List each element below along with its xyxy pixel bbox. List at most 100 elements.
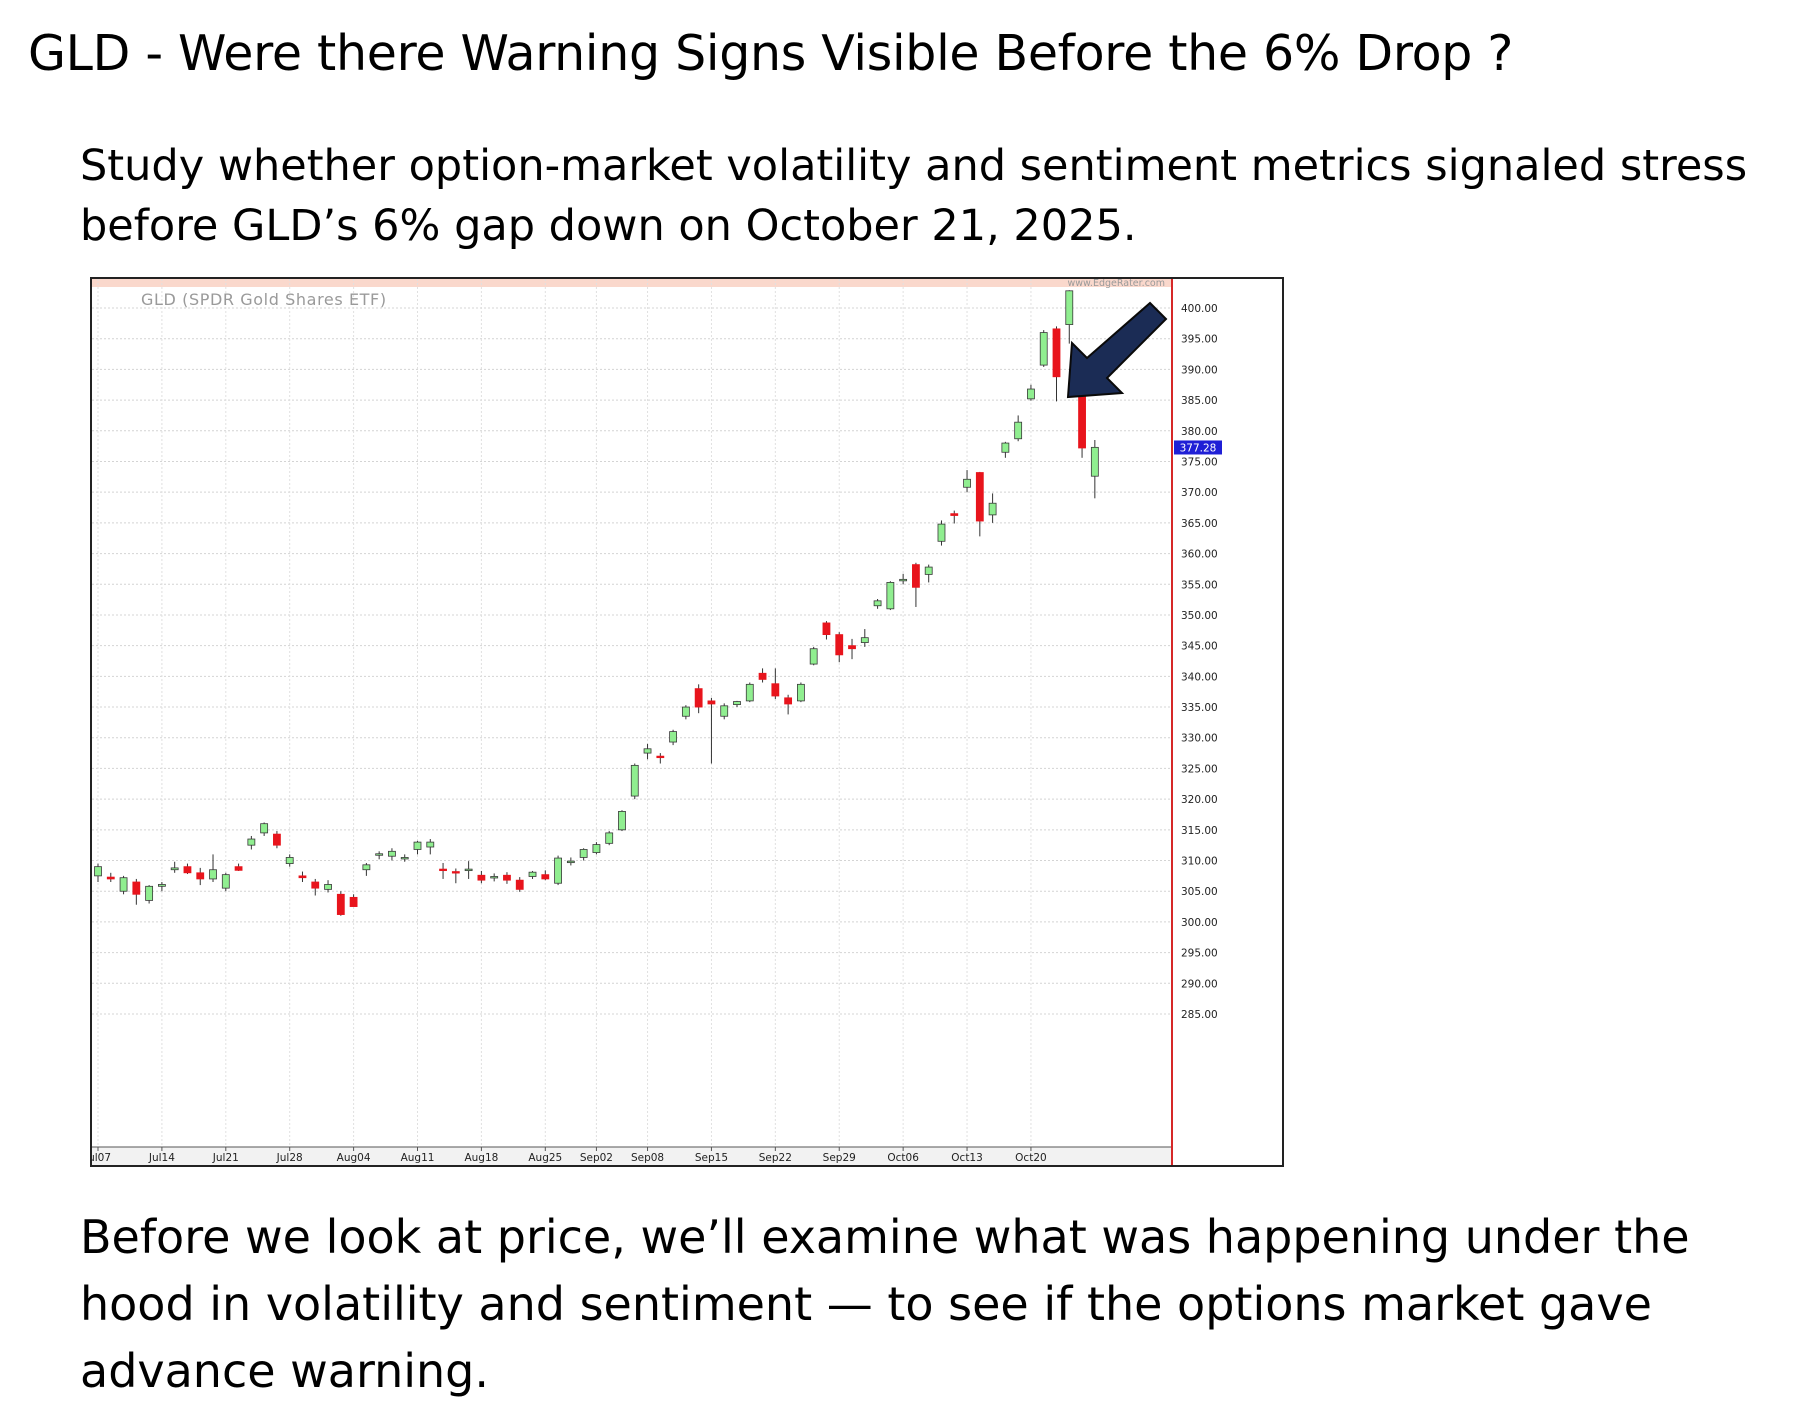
- chart-top-band: [92, 279, 1172, 287]
- candle-body: [809, 648, 818, 665]
- y-tick-label: 395.00: [1181, 334, 1218, 346]
- candle-up: [528, 870, 537, 879]
- x-tick-label: Sep29: [823, 1152, 856, 1164]
- candle-up: [643, 743, 652, 760]
- candle-up: [158, 882, 166, 892]
- candle-body: [924, 566, 933, 575]
- candle-down: [451, 868, 460, 884]
- candle-body: [988, 502, 997, 516]
- candle-body: [822, 622, 831, 636]
- y-tick-label: 360.00: [1181, 549, 1218, 561]
- candle-up: [630, 763, 639, 800]
- y-tick-label: 390.00: [1181, 364, 1218, 376]
- candle-down: [975, 471, 984, 537]
- candle-up: [247, 835, 256, 850]
- candle-body: [1027, 388, 1035, 400]
- y-tick-label: 295.00: [1181, 948, 1218, 960]
- candle-body: [94, 866, 102, 877]
- candle-up: [94, 863, 102, 883]
- candle-up: [426, 839, 435, 855]
- candle-body: [388, 850, 396, 857]
- candle-body: [886, 582, 895, 610]
- candle-up: [375, 851, 384, 860]
- candle-body: [439, 868, 447, 872]
- candle-body: [1001, 442, 1010, 453]
- candle-body: [745, 683, 754, 702]
- y-tick-label: 300.00: [1181, 917, 1218, 929]
- candle-down: [835, 632, 844, 663]
- candle-down: [132, 878, 141, 905]
- x-tick-label: Aug11: [401, 1152, 435, 1164]
- price-chart: 400.00 395.00 390.00 385.00 380.00 375.00 370.…: [90, 277, 1284, 1167]
- candle-body: [630, 764, 639, 797]
- y-tick-label: 325.00: [1181, 763, 1218, 775]
- candle-down: [784, 694, 793, 715]
- candle-body: [899, 578, 908, 582]
- candle-down: [848, 638, 856, 660]
- drop-arrow: [1066, 301, 1168, 399]
- candle-body: [298, 875, 307, 879]
- x-tick-label: Oct13: [951, 1152, 983, 1164]
- candle-down: [656, 753, 665, 764]
- candle-body: [1090, 446, 1099, 477]
- candle-up: [324, 880, 332, 893]
- candle-body: [733, 701, 741, 705]
- candle-body: [285, 857, 294, 864]
- watermark: www.EdgeRater.com: [1068, 279, 1166, 289]
- candle-up: [886, 581, 895, 611]
- candle-down: [694, 684, 703, 714]
- candle-body: [1052, 328, 1061, 378]
- candle-body: [784, 697, 793, 705]
- candle-body: [541, 874, 550, 880]
- x-tick-label: Sep22: [759, 1152, 792, 1164]
- y-tick-label: 365.00: [1181, 518, 1218, 530]
- candle-up: [720, 703, 729, 720]
- candle-body: [490, 876, 499, 879]
- last-price-marker: 377.28: [1174, 440, 1222, 455]
- last-price-label: 377.28: [1180, 442, 1217, 454]
- candle-up: [1027, 384, 1035, 401]
- candle-body: [873, 600, 882, 607]
- candle-body: [707, 700, 716, 705]
- candle-up: [490, 873, 499, 882]
- candle-body: [694, 688, 703, 708]
- x-tick-label: Sep02: [580, 1152, 613, 1164]
- chart-title: GLD (SPDR Gold Shares ETF): [141, 290, 387, 309]
- x-tick-label: Oct06: [887, 1152, 919, 1164]
- candle-body: [145, 885, 154, 901]
- candle-body: [1078, 390, 1086, 449]
- candle-body: [336, 893, 345, 915]
- candle-body: [618, 811, 626, 831]
- candle-up: [809, 646, 818, 666]
- candle-up: [873, 598, 882, 609]
- candle-down: [273, 831, 281, 849]
- candle-down: [950, 510, 959, 524]
- candle-body: [848, 645, 856, 650]
- candle-down: [1052, 326, 1061, 402]
- y-tick-label: 335.00: [1181, 702, 1218, 714]
- candle-body: [477, 874, 486, 881]
- slide-intro-text: Study whether option-market volatility a…: [80, 141, 1748, 251]
- candle-body: [860, 637, 869, 643]
- y-tick-label: 285.00: [1181, 1009, 1218, 1021]
- candle-down: [515, 877, 524, 892]
- candle-body: [605, 832, 614, 844]
- y-tick-label: 310.00: [1181, 856, 1218, 868]
- x-tick-label: Sep08: [631, 1152, 664, 1164]
- y-axis-labels: 400.00 395.00 390.00 385.00 380.00 375.00 370.…: [1181, 303, 1218, 1021]
- last-price-marker-bg: [1174, 440, 1222, 455]
- candle-body: [515, 879, 524, 890]
- candle-up: [1039, 330, 1048, 367]
- candle-up: [1014, 415, 1023, 442]
- x-axis: Jul07 Jul14 Jul21 Jul28 Aug04 Aug11 Aug18 Aug25…: [92, 1146, 1172, 1165]
- candle-down: [503, 872, 511, 884]
- candle-body: [362, 864, 371, 871]
- candle-body: [349, 896, 358, 907]
- candle-up: [388, 848, 396, 861]
- candle-up: [145, 885, 154, 904]
- candle-body: [196, 872, 205, 880]
- candle-body: [170, 867, 179, 871]
- candle-body: [273, 833, 281, 846]
- candle-up: [1065, 290, 1074, 344]
- y-tick-label: 345.00: [1181, 641, 1218, 653]
